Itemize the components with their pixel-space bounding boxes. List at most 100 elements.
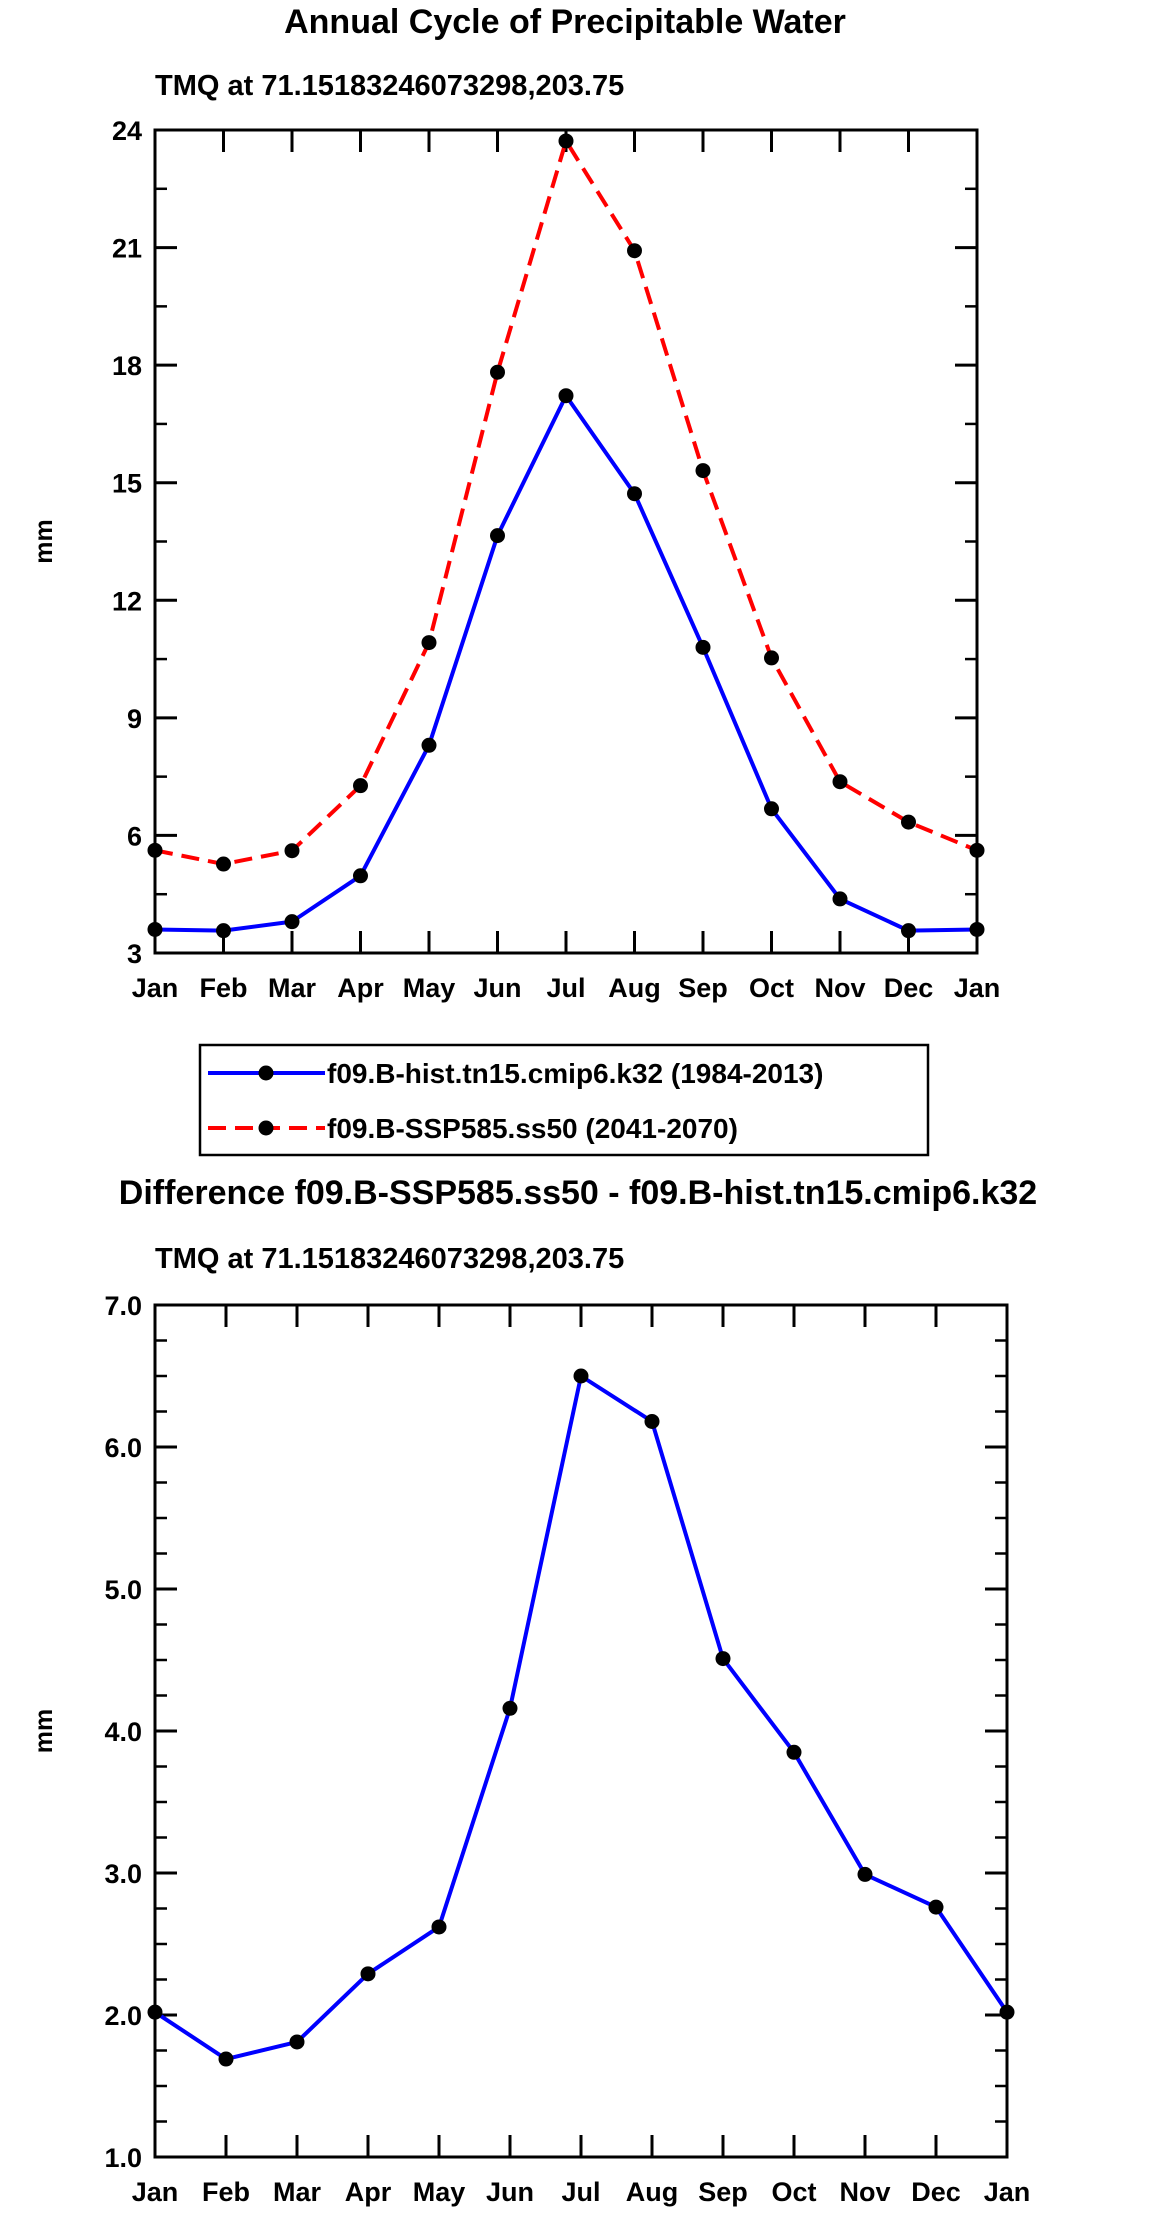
- chart-1: 3 6 9 12 15 18 21 24 Jan Feb Mar Apr May Jun Jul Aug Sep…: [30, 116, 1000, 1003]
- data-point: [289, 2034, 305, 2050]
- x-tick-label: Apr: [337, 973, 384, 1003]
- data-point: [857, 1866, 873, 1882]
- data-point: [147, 2004, 163, 2020]
- x-tick-label: Nov: [814, 973, 865, 1003]
- data-point: [901, 814, 916, 830]
- x-tick-label: Apr: [345, 2177, 392, 2207]
- data-point: [832, 891, 848, 907]
- data-point: [764, 650, 779, 666]
- data-point: [928, 1899, 944, 1915]
- x-tick-label: Nov: [839, 2177, 890, 2207]
- chart-2-title: Difference f09.B-SSP585.ss50 - f09.B-his…: [119, 1174, 1037, 1212]
- data-point: [284, 843, 300, 859]
- data-point: [969, 842, 985, 858]
- plot-frame: [153, 1303, 1009, 2159]
- y-tick-label: 15: [112, 469, 142, 499]
- x-tick-label: Jun: [486, 2177, 534, 2207]
- x-tick-label: Feb: [202, 2177, 250, 2207]
- data-point: [147, 921, 163, 937]
- data-point: [421, 635, 437, 651]
- legend-marker: [258, 1065, 274, 1081]
- x-tick-label: May: [403, 973, 456, 1003]
- y-axis-label: mm: [30, 1709, 58, 1753]
- data-point: [490, 364, 505, 380]
- x-tick-label: Sep: [678, 973, 728, 1003]
- data-point: [218, 2051, 234, 2067]
- y-tick-label: 3.0: [104, 1859, 142, 1889]
- x-tick-label: Jan: [984, 2177, 1031, 2207]
- x-tick-label: Jul: [546, 973, 585, 1003]
- x-tick-label: Dec: [884, 973, 934, 1003]
- data-point: [431, 1919, 447, 1935]
- y-tick-label: 21: [112, 234, 142, 264]
- x-tick-label: May: [413, 2177, 466, 2207]
- series-line-1: [153, 1374, 1009, 2062]
- plot-frame: [153, 128, 979, 955]
- y-tick-label: 1.0: [104, 2143, 142, 2173]
- y-tick-label: 3: [127, 939, 142, 969]
- chart-2-subtitle: TMQ at 71.15183246073298,203.75: [155, 1243, 624, 1275]
- x-tick-label: Mar: [273, 2177, 322, 2207]
- series-line-1: [154, 393, 978, 933]
- x-tick-label: Jan: [132, 973, 179, 1003]
- data-point: [353, 778, 368, 794]
- x-tick-label: Sep: [698, 2177, 748, 2207]
- x-tick-label: Jul: [561, 2177, 600, 2207]
- legend-marker: [258, 1120, 274, 1136]
- y-tick-label: 6: [127, 821, 142, 851]
- y-tick-label: 9: [127, 704, 142, 734]
- x-tick-label: Feb: [199, 973, 247, 1003]
- y-tick-label: 18: [112, 351, 142, 381]
- series-line-2: [154, 138, 978, 867]
- x-tick-label: Mar: [268, 973, 317, 1003]
- data-point: [644, 1413, 660, 1429]
- data-point: [502, 1700, 518, 1716]
- data-point: [216, 923, 231, 939]
- y-tick-label: 2.0: [104, 2001, 142, 2031]
- data-point: [764, 801, 779, 817]
- data-point: [558, 133, 574, 149]
- x-tick-label: Aug: [608, 973, 660, 1003]
- data-point: [901, 923, 916, 939]
- y-tick-label: 4.0: [104, 1717, 142, 1747]
- data-point: [284, 914, 300, 930]
- data-point: [999, 2004, 1015, 2020]
- data-point: [695, 639, 711, 655]
- data-point: [573, 1368, 589, 1384]
- y-tick-label: 7.0: [104, 1291, 142, 1321]
- x-tick-label: Oct: [771, 2177, 816, 2207]
- x-tick-label: Dec: [911, 2177, 961, 2207]
- data-point: [627, 486, 642, 502]
- data-point: [627, 243, 642, 259]
- chart-1-subtitle: TMQ at 71.15183246073298,203.75: [155, 70, 624, 102]
- data-point: [715, 1651, 731, 1667]
- data-point: [147, 842, 163, 858]
- x-tick-label: Jan: [954, 973, 1001, 1003]
- legend-label: f09.B-SSP585.ss50 (2041-2070): [327, 1113, 738, 1144]
- data-point: [969, 921, 985, 937]
- y-tick-label: 12: [112, 586, 142, 616]
- data-point: [695, 463, 711, 479]
- x-tick-label: Jun: [473, 973, 521, 1003]
- chart-1-legend: f09.B-hist.tn15.cmip6.k32 (1984-2013) f09…: [198, 1043, 930, 1157]
- y-axis-label: mm: [30, 519, 58, 563]
- y-tick-label: 6.0: [104, 1433, 142, 1463]
- data-point: [421, 737, 437, 753]
- data-point: [558, 388, 574, 404]
- data-point: [786, 1744, 802, 1760]
- chart-2: 1.0 2.0 3.0 4.0 5.0 6.0 7.0 Jan Feb Mar Apr May Jun J…: [30, 1291, 1030, 2207]
- data-point: [353, 868, 368, 884]
- y-tick-label: 5.0: [104, 1575, 142, 1605]
- data-point: [360, 1966, 376, 1982]
- x-tick-label: Aug: [626, 2177, 678, 2207]
- data-point: [490, 528, 505, 544]
- data-point: [832, 774, 848, 790]
- legend-label: f09.B-hist.tn15.cmip6.k32 (1984-2013): [327, 1058, 823, 1089]
- x-tick-label: Jan: [132, 2177, 179, 2207]
- x-tick-label: Oct: [749, 973, 794, 1003]
- legend-box: [198, 1043, 930, 1157]
- data-point: [216, 856, 231, 872]
- chart-1-title: Annual Cycle of Precipitable Water: [284, 3, 846, 41]
- y-tick-label: 24: [112, 116, 142, 146]
